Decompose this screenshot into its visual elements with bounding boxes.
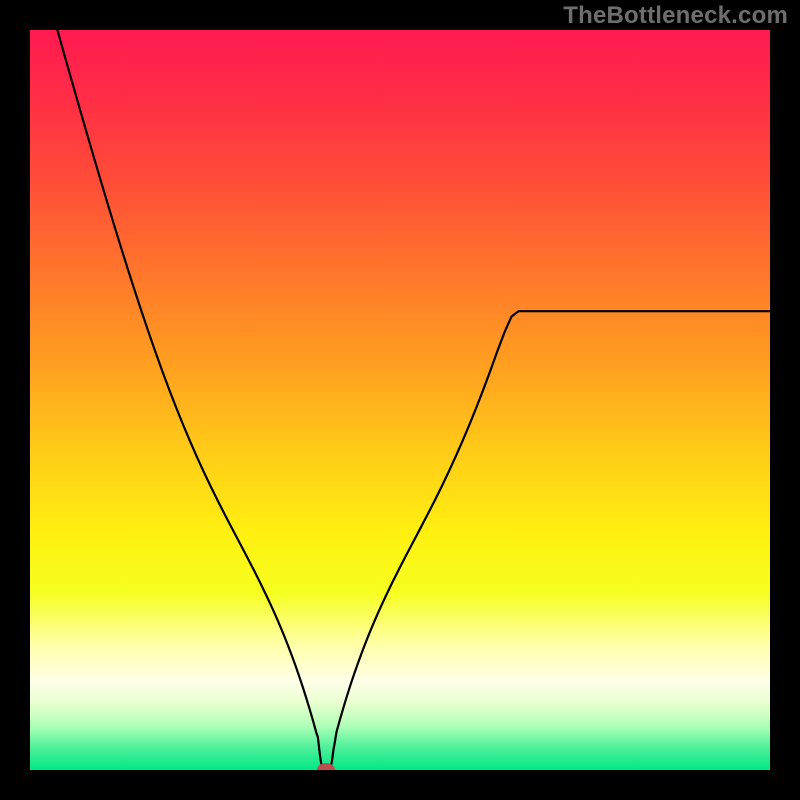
- bottleneck-chart: [30, 30, 770, 770]
- gradient-background: [30, 30, 770, 770]
- watermark-text: TheBottleneck.com: [563, 2, 788, 30]
- chart-frame: TheBottleneck.com: [0, 0, 800, 800]
